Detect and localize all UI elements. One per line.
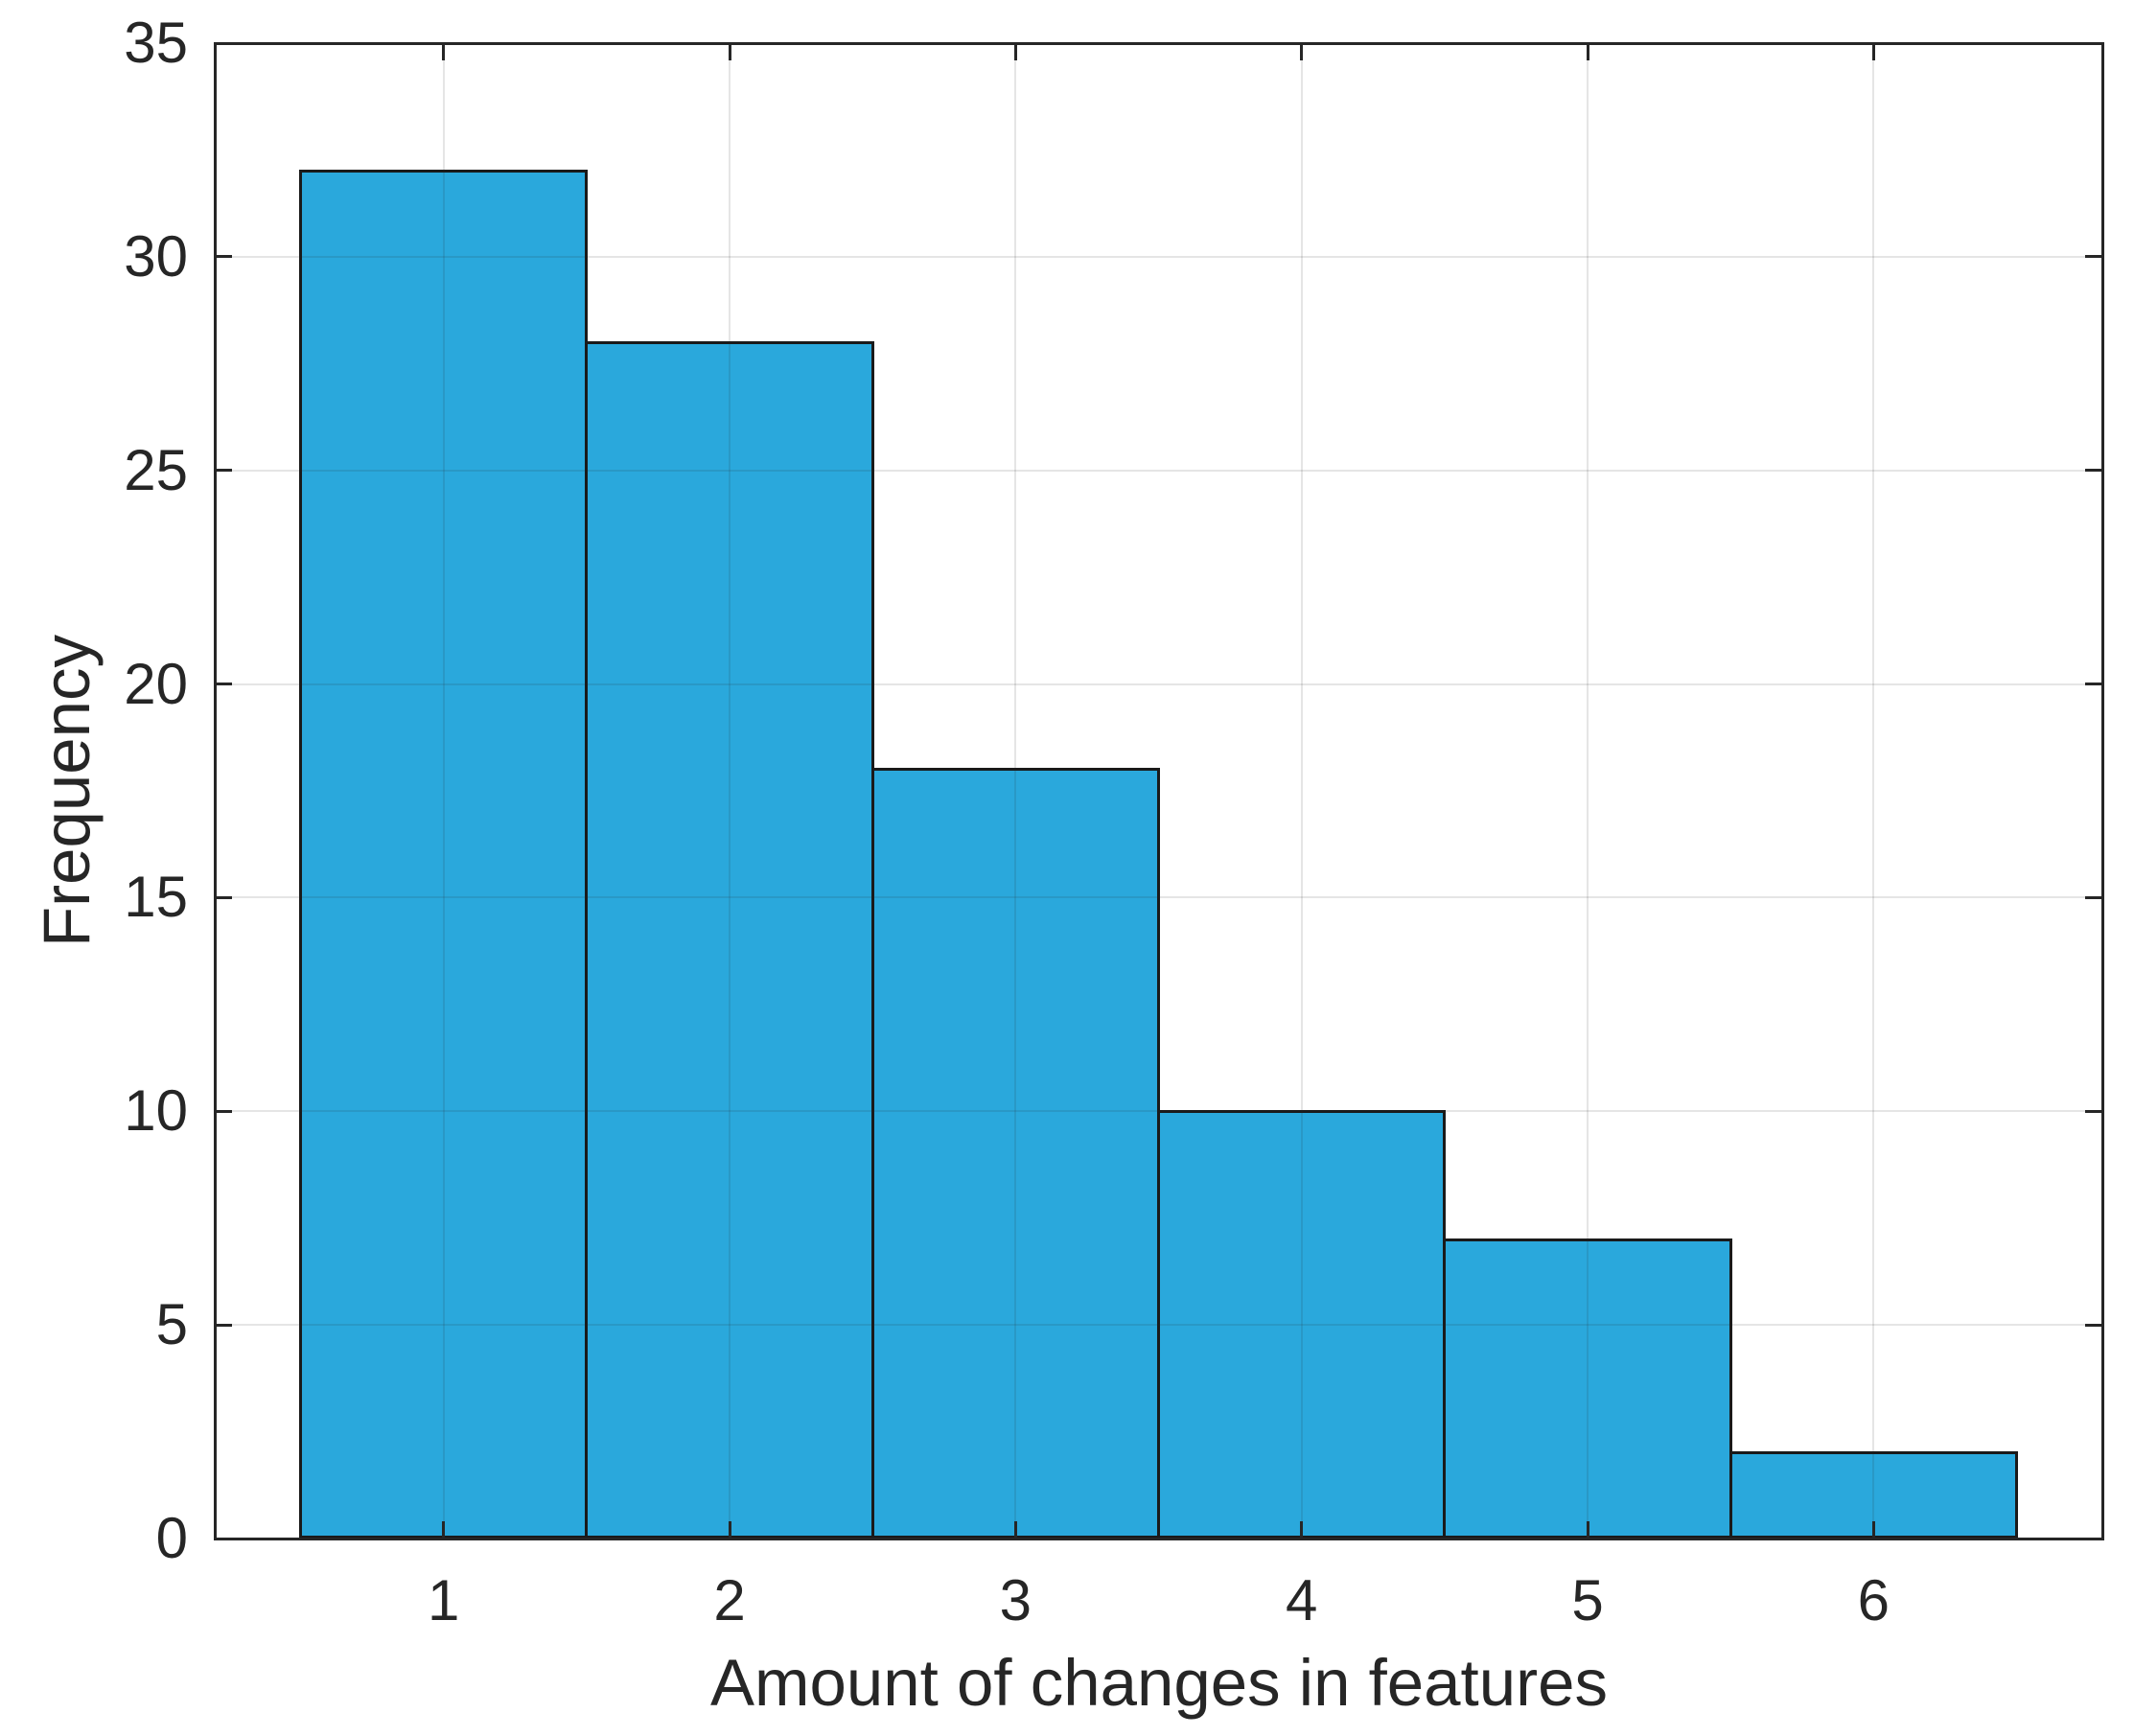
gridline-vertical <box>729 43 731 1539</box>
x-tick-mark-top <box>1013 43 1017 60</box>
x-tick-mark-bottom <box>442 1521 446 1539</box>
gridline-vertical <box>1014 43 1017 1539</box>
y-tick-mark-left <box>215 1537 232 1540</box>
axes-box <box>213 41 2104 1540</box>
y-tick-label: 35 <box>124 11 188 75</box>
y-tick-mark-left <box>215 1109 232 1113</box>
x-tick-label: 2 <box>713 1568 746 1632</box>
gridline-horizontal <box>215 255 2102 258</box>
y-tick-mark-right <box>2085 255 2102 259</box>
x-tick-mark-top <box>728 43 731 60</box>
gridline-horizontal <box>215 469 2102 472</box>
y-tick-mark-right <box>2085 1537 2102 1540</box>
y-tick-mark-left <box>215 1323 232 1327</box>
y-tick-label: 10 <box>124 1078 188 1144</box>
y-tick-label: 25 <box>124 437 188 502</box>
y-tick-mark-left <box>215 469 232 473</box>
y-tick-label: 15 <box>124 865 188 930</box>
x-tick-mark-top <box>1586 43 1589 60</box>
y-tick-mark-left <box>215 255 232 259</box>
histogram-bar <box>585 340 874 1539</box>
x-tick-mark-bottom <box>1300 1521 1304 1539</box>
histogram-bar <box>1443 1238 1732 1539</box>
y-tick-mark-left <box>215 683 232 686</box>
y-tick-label: 0 <box>155 1506 188 1570</box>
y-tick-mark-left <box>215 895 232 899</box>
gridline-horizontal <box>215 896 2102 899</box>
gridline-vertical <box>442 43 445 1539</box>
gridline-horizontal <box>215 1110 2102 1113</box>
x-tick-label: 6 <box>1857 1568 1890 1632</box>
x-tick-label: 5 <box>1571 1568 1604 1632</box>
x-tick-mark-bottom <box>1871 1521 1875 1539</box>
y-tick-mark-left <box>215 41 232 45</box>
x-tick-label: 1 <box>427 1568 460 1632</box>
x-tick-mark-bottom <box>1013 1521 1017 1539</box>
gridline-horizontal <box>215 683 2102 685</box>
gridline-vertical <box>1872 43 1875 1539</box>
y-tick-mark-right <box>2085 41 2102 45</box>
x-tick-mark-top <box>1300 43 1304 60</box>
y-tick-mark-right <box>2085 469 2102 473</box>
x-tick-mark-top <box>442 43 446 60</box>
x-tick-mark-bottom <box>1586 1521 1589 1539</box>
x-tick-label: 4 <box>1285 1568 1318 1632</box>
x-axis-label: Amount of changes in features <box>710 1646 1608 1720</box>
y-tick-label: 30 <box>124 223 188 289</box>
histogram-bar <box>299 170 589 1539</box>
y-tick-mark-right <box>2085 895 2102 899</box>
gridline-vertical <box>1300 43 1303 1539</box>
gridline-horizontal <box>215 1324 2102 1327</box>
y-tick-mark-right <box>2085 1323 2102 1327</box>
y-tick-mark-right <box>2085 1109 2102 1113</box>
gridline-vertical <box>1587 43 1589 1539</box>
x-tick-mark-bottom <box>728 1521 731 1539</box>
y-tick-label: 20 <box>124 651 188 716</box>
x-tick-mark-top <box>1871 43 1875 60</box>
x-tick-label: 3 <box>999 1568 1032 1632</box>
y-axis-label: Frequency <box>30 635 104 947</box>
y-tick-mark-right <box>2085 683 2102 686</box>
y-tick-label: 5 <box>155 1292 188 1357</box>
